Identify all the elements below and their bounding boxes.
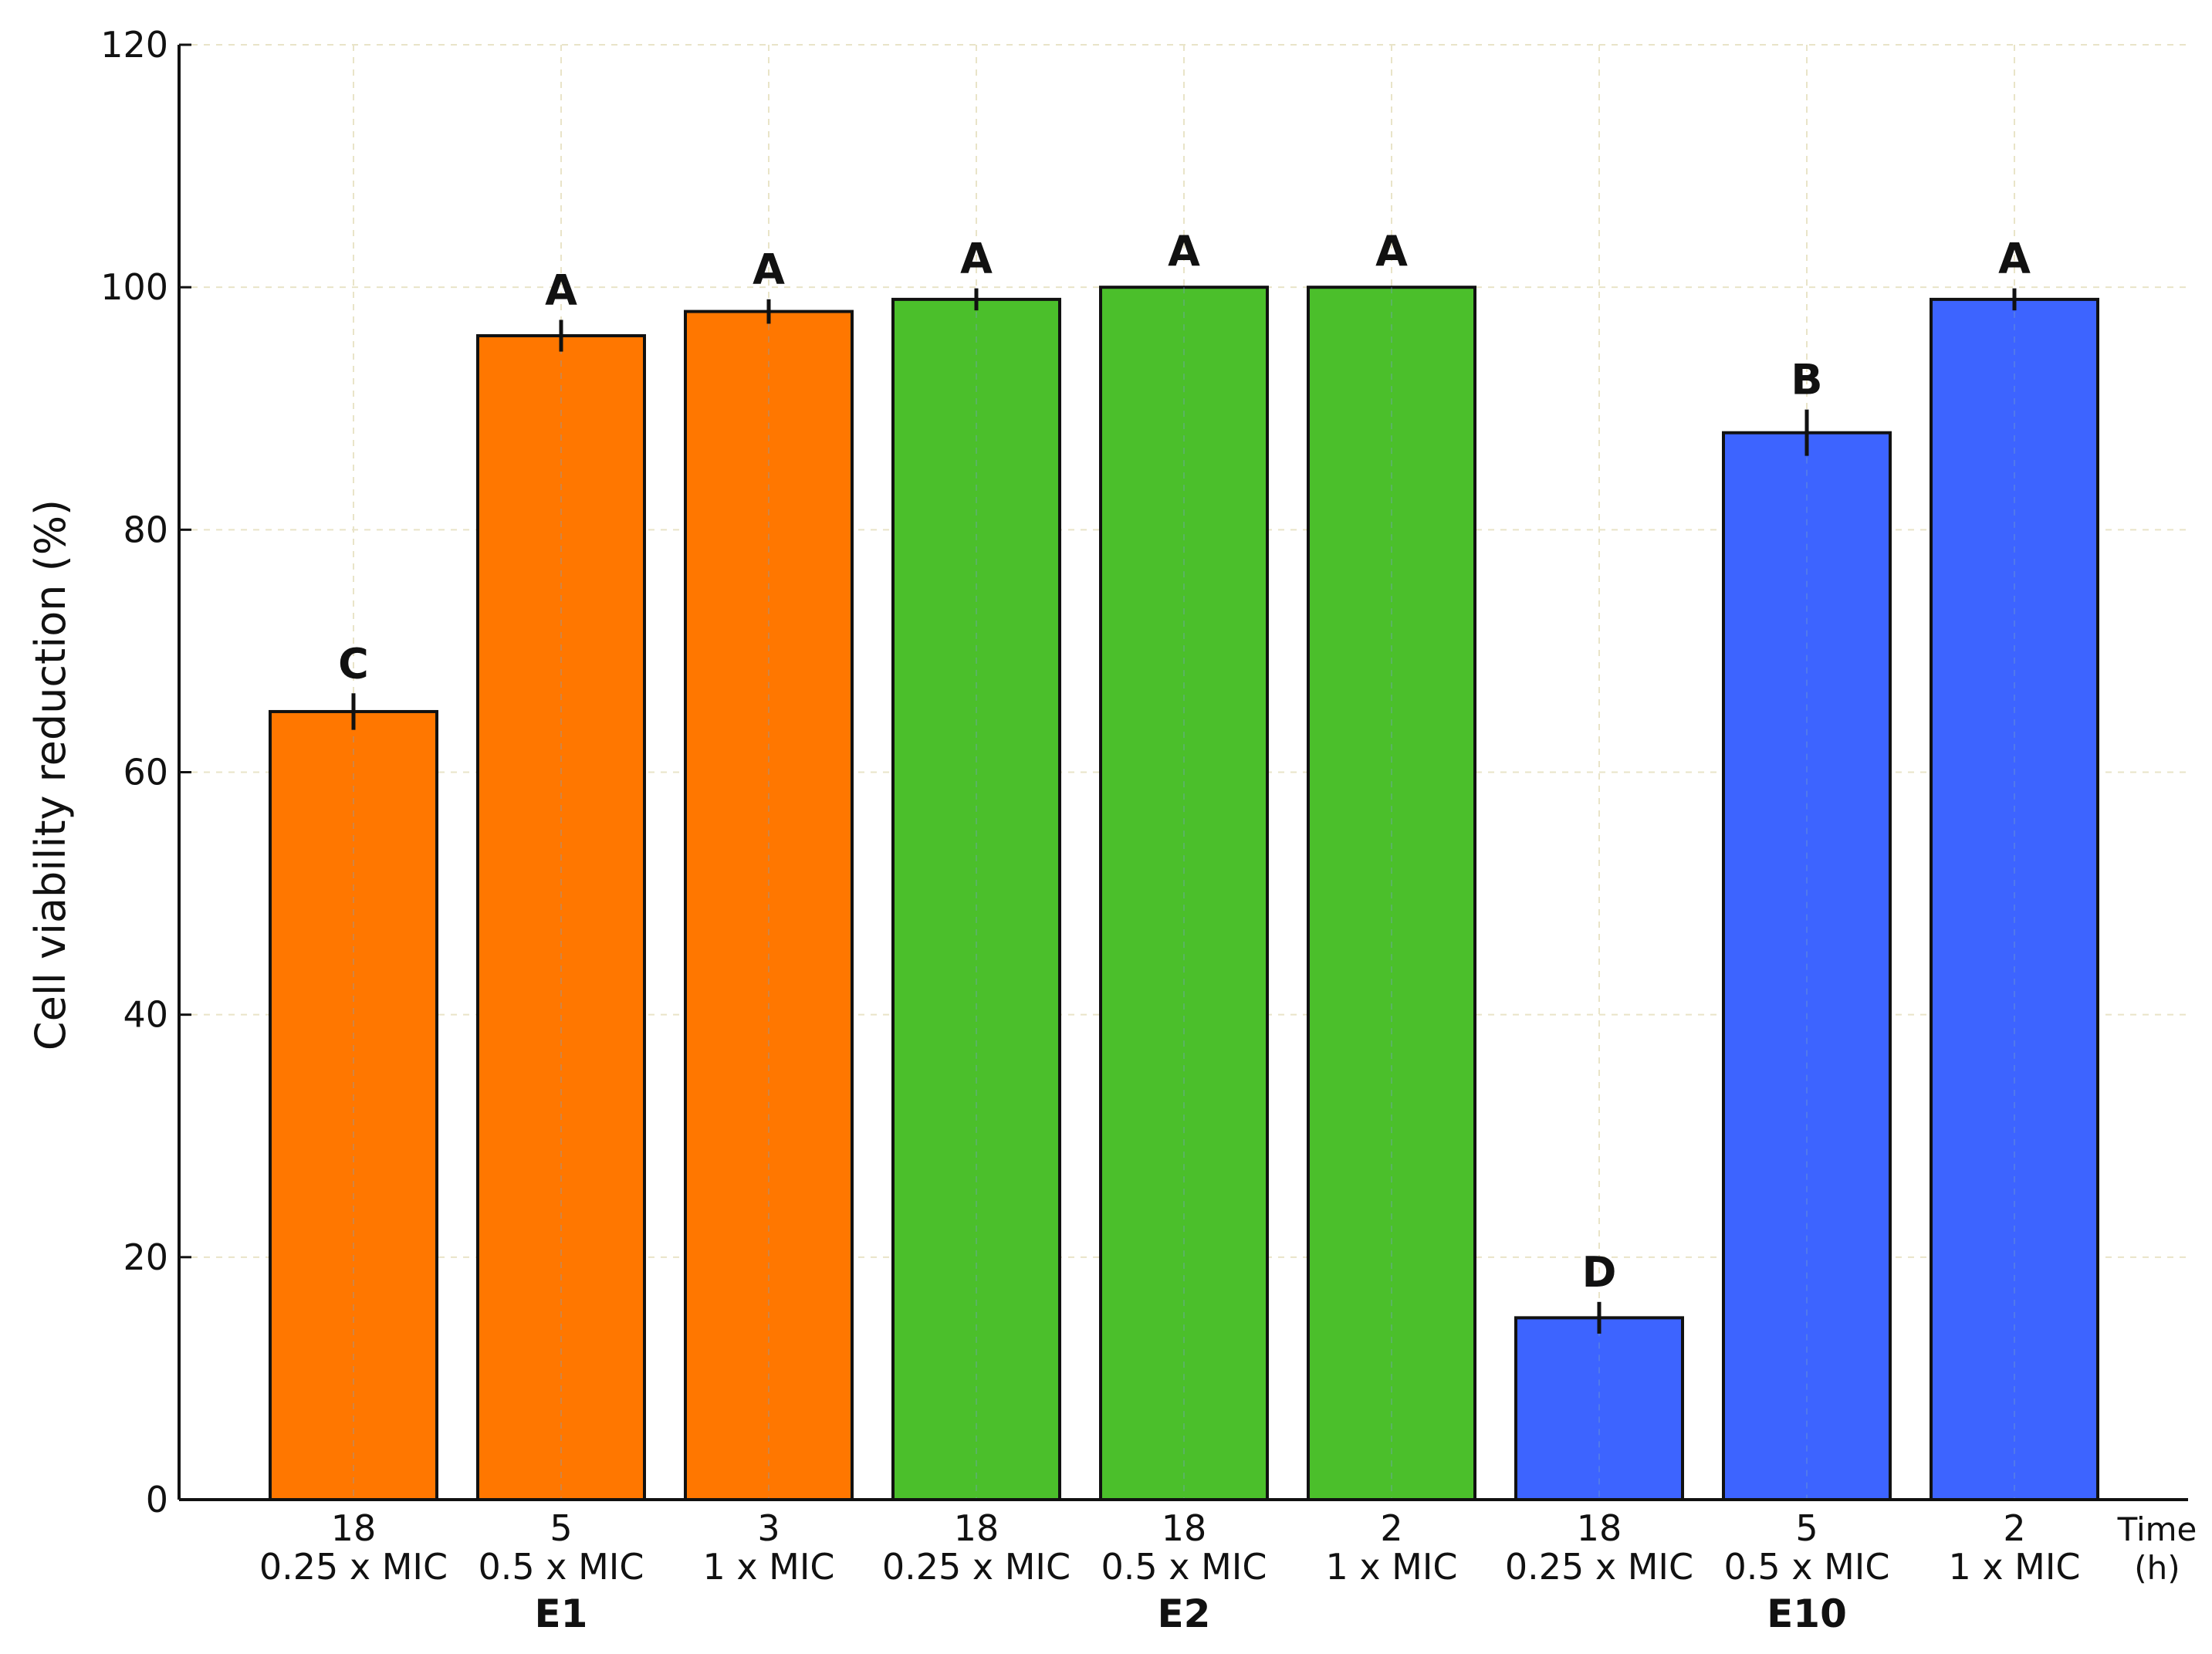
dose-tick-label: 0.25 x MIC [1505, 1546, 1693, 1588]
time-tick-label: 18 [331, 1507, 377, 1549]
dose-tick-label: 0.5 x MIC [1101, 1546, 1267, 1588]
significance-letter: A [545, 266, 577, 314]
bar [1307, 286, 1476, 1502]
bar [891, 297, 1061, 1501]
significance-letter: A [753, 245, 785, 294]
y-tick-label: 60 [123, 752, 168, 793]
y-tick-label: 20 [123, 1236, 168, 1278]
time-unit-label-h: (h) [2134, 1549, 2180, 1587]
group-label: E2 [1158, 1591, 1211, 1636]
bar [684, 309, 854, 1501]
time-tick-label: 5 [1795, 1507, 1818, 1549]
time-unit-label: Time [2117, 1510, 2197, 1548]
dose-tick-label: 0.25 x MIC [882, 1546, 1070, 1588]
group-label: E1 [535, 1591, 588, 1636]
dose-tick-label: 1 x MIC [702, 1546, 834, 1588]
dose-tick-label: 0.5 x MIC [479, 1546, 644, 1588]
axis-layer [178, 43, 2188, 1501]
bar [476, 334, 646, 1501]
significance-letter: C [338, 639, 369, 688]
bar [1514, 1316, 1684, 1501]
time-tick-label: 18 [1577, 1507, 1622, 1549]
significance-letter: D [1582, 1248, 1617, 1297]
dose-tick-label: 0.5 x MIC [1724, 1546, 1890, 1588]
bar-layer [269, 286, 2099, 1502]
bar [1722, 431, 1892, 1502]
significance-letter: B [1791, 356, 1822, 404]
significance-letter: A [1998, 235, 2031, 283]
y-tick-label: 120 [100, 24, 168, 66]
time-tick-label: 3 [757, 1507, 780, 1549]
y-axis-label: Cell viability reduction (%) [26, 499, 75, 1050]
time-tick-label: 18 [1162, 1507, 1207, 1549]
time-tick-label: 18 [954, 1507, 999, 1549]
dose-tick-label: 1 x MIC [1325, 1546, 1457, 1588]
time-tick-label: 2 [2003, 1507, 2025, 1549]
time-tick-label: 5 [550, 1507, 572, 1549]
y-tick-label: 100 [100, 266, 168, 308]
y-tick-label: 0 [146, 1479, 168, 1520]
time-tick-label: 2 [1380, 1507, 1402, 1549]
dose-tick-label: 1 x MIC [1948, 1546, 2080, 1588]
y-tick-label: 80 [123, 509, 168, 550]
dose-tick-label: 0.25 x MIC [259, 1546, 448, 1588]
significance-letter: A [960, 235, 993, 283]
bar [1930, 297, 2099, 1501]
significance-letter: A [1375, 227, 1408, 276]
y-tick-label: 40 [123, 994, 168, 1036]
significance-letter: A [1168, 227, 1200, 276]
group-label: E10 [1767, 1591, 1847, 1636]
